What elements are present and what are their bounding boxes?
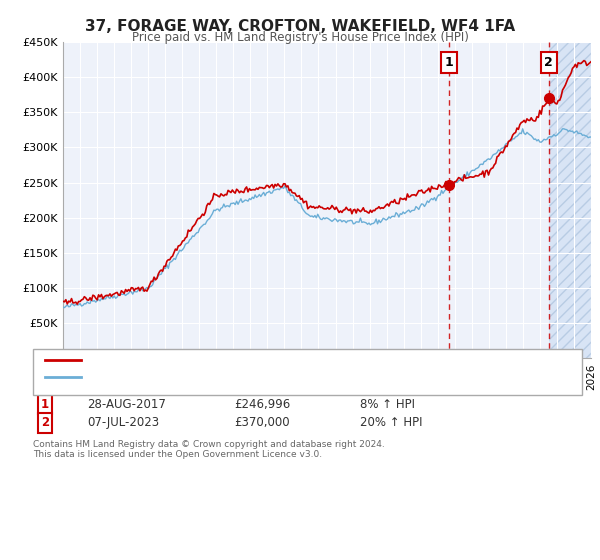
- Text: £246,996: £246,996: [234, 398, 290, 411]
- Text: 2: 2: [41, 416, 49, 430]
- Text: 1: 1: [41, 398, 49, 411]
- Text: 07-JUL-2023: 07-JUL-2023: [87, 416, 159, 430]
- Text: 1: 1: [445, 56, 453, 69]
- Text: Price paid vs. HM Land Registry's House Price Index (HPI): Price paid vs. HM Land Registry's House …: [131, 31, 469, 44]
- Text: 37, FORAGE WAY, CROFTON, WAKEFIELD, WF4 1FA (detached house): 37, FORAGE WAY, CROFTON, WAKEFIELD, WF4 …: [86, 355, 443, 365]
- Text: 2: 2: [544, 56, 553, 69]
- Text: 20% ↑ HPI: 20% ↑ HPI: [360, 416, 422, 430]
- Text: 8% ↑ HPI: 8% ↑ HPI: [360, 398, 415, 411]
- Bar: [549, 42, 591, 358]
- Text: Contains HM Land Registry data © Crown copyright and database right 2024.
This d: Contains HM Land Registry data © Crown c…: [33, 440, 385, 459]
- Bar: [549, 42, 591, 358]
- Text: 37, FORAGE WAY, CROFTON, WAKEFIELD, WF4 1FA: 37, FORAGE WAY, CROFTON, WAKEFIELD, WF4 …: [85, 19, 515, 34]
- Text: £370,000: £370,000: [234, 416, 290, 430]
- Text: HPI: Average price, detached house, Wakefield: HPI: Average price, detached house, Wake…: [86, 372, 329, 382]
- Text: 28-AUG-2017: 28-AUG-2017: [87, 398, 166, 411]
